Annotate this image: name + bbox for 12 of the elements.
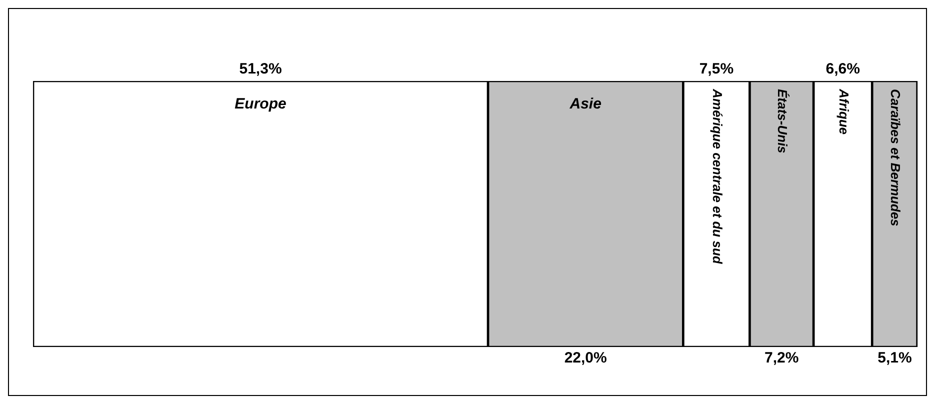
series-label: Asie bbox=[568, 96, 602, 113]
series-label: Amérique centrale et du sud bbox=[710, 88, 725, 265]
data-label: 22,0% bbox=[564, 350, 607, 367]
series-label: Europe bbox=[234, 96, 286, 113]
series-label: Afrique bbox=[836, 88, 852, 134]
data-label: 7,5% bbox=[699, 60, 734, 78]
data-label: 6,6% bbox=[826, 60, 860, 78]
series-label: Caraïbes et Bermudes bbox=[888, 89, 904, 226]
data-label: 5,1% bbox=[878, 350, 912, 367]
data-label: 7,2% bbox=[764, 350, 799, 367]
series-label: États-Unis bbox=[775, 89, 790, 154]
data-label: 51,3% bbox=[239, 60, 282, 78]
